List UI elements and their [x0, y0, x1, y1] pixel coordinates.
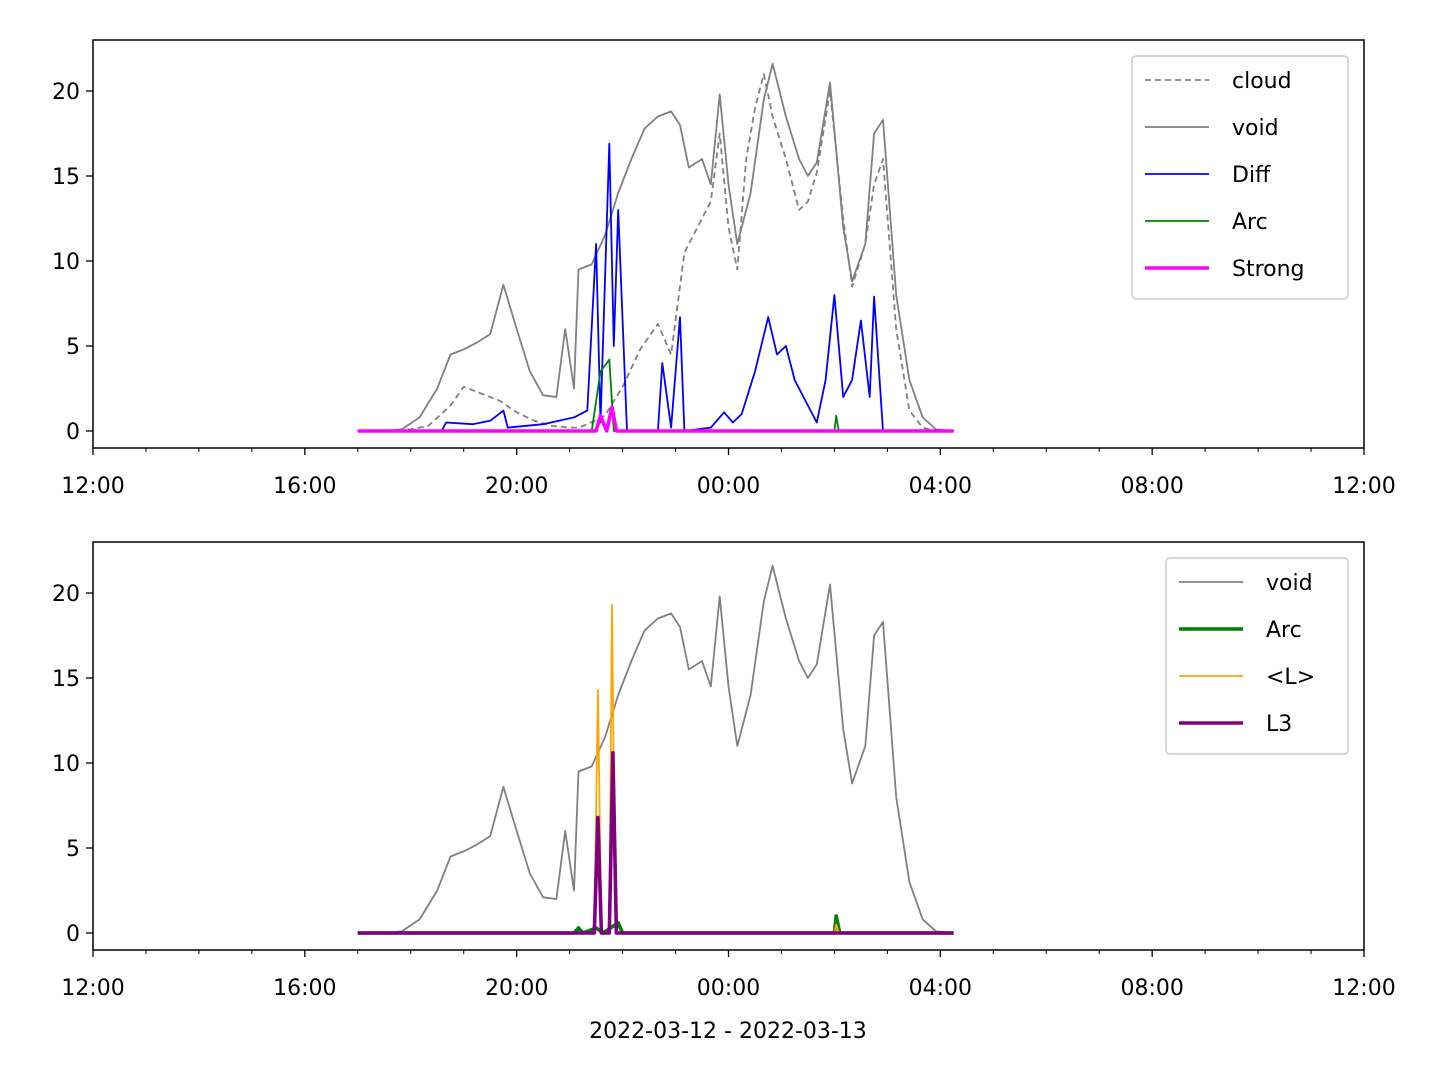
x-tick-label: 04:00 — [909, 474, 972, 499]
legend-label: Arc — [1266, 618, 1302, 643]
x-tick-label: 08:00 — [1120, 474, 1183, 499]
x-tick-label: 12:00 — [61, 976, 124, 1001]
legend-box — [1131, 55, 1349, 300]
series-line-strong — [357, 405, 954, 433]
bottom-panel: 12:00 16:00 20:00 00:00 04:00 08:00 12:00 0 5 10 1… — [52, 541, 1396, 1001]
legend-label: <L> — [1266, 665, 1315, 690]
legend-label: void — [1266, 571, 1313, 596]
y-tick-label: 20 — [52, 80, 80, 105]
x-tick-label: 20:00 — [485, 976, 548, 1001]
legend-label: cloud — [1232, 69, 1292, 94]
legend-label: void — [1232, 116, 1279, 141]
y-tick-label: 20 — [52, 582, 80, 607]
x-tick-label: 04:00 — [909, 976, 972, 1001]
x-tick-label: 12:00 — [1332, 976, 1395, 1001]
legend-label: L3 — [1266, 712, 1292, 737]
series-line-l — [357, 604, 954, 934]
legend-label: Arc — [1232, 210, 1268, 235]
top-panel: 12:00 16:00 20:00 00:00 04:00 08:00 12:00 0 5 10 1… — [52, 39, 1396, 499]
series-line-void — [357, 564, 954, 934]
x-tick-label: 00:00 — [697, 976, 760, 1001]
x-tick-label: 00:00 — [697, 474, 760, 499]
y-tick-label: 10 — [52, 250, 80, 275]
y-tick-label: 15 — [52, 667, 80, 692]
series-line-l3 — [357, 751, 954, 935]
x-axis-label: 2022-03-12 - 2022-03-13 — [589, 1019, 867, 1044]
x-tick-label: 16:00 — [273, 474, 336, 499]
legend-label: Strong — [1232, 257, 1305, 282]
series-line-diff — [357, 142, 884, 432]
series-line-void — [357, 62, 954, 432]
x-tick-label: 08:00 — [1120, 976, 1183, 1001]
y-tick-label: 15 — [52, 165, 80, 190]
x-tick-label: 12:00 — [61, 474, 124, 499]
y-tick-label: 10 — [52, 752, 80, 777]
x-tick-label: 16:00 — [273, 976, 336, 1001]
legend-box — [1165, 557, 1349, 755]
y-tick-label: 0 — [66, 922, 80, 947]
legend-label: Diff — [1232, 163, 1271, 188]
y-tick-label: 0 — [66, 420, 80, 445]
x-tick-label: 12:00 — [1332, 474, 1395, 499]
series-line-arc — [357, 358, 954, 432]
y-tick-label: 5 — [66, 335, 80, 360]
y-tick-label: 5 — [66, 837, 80, 862]
series-line-cloud — [357, 73, 954, 432]
x-tick-label: 20:00 — [485, 474, 548, 499]
